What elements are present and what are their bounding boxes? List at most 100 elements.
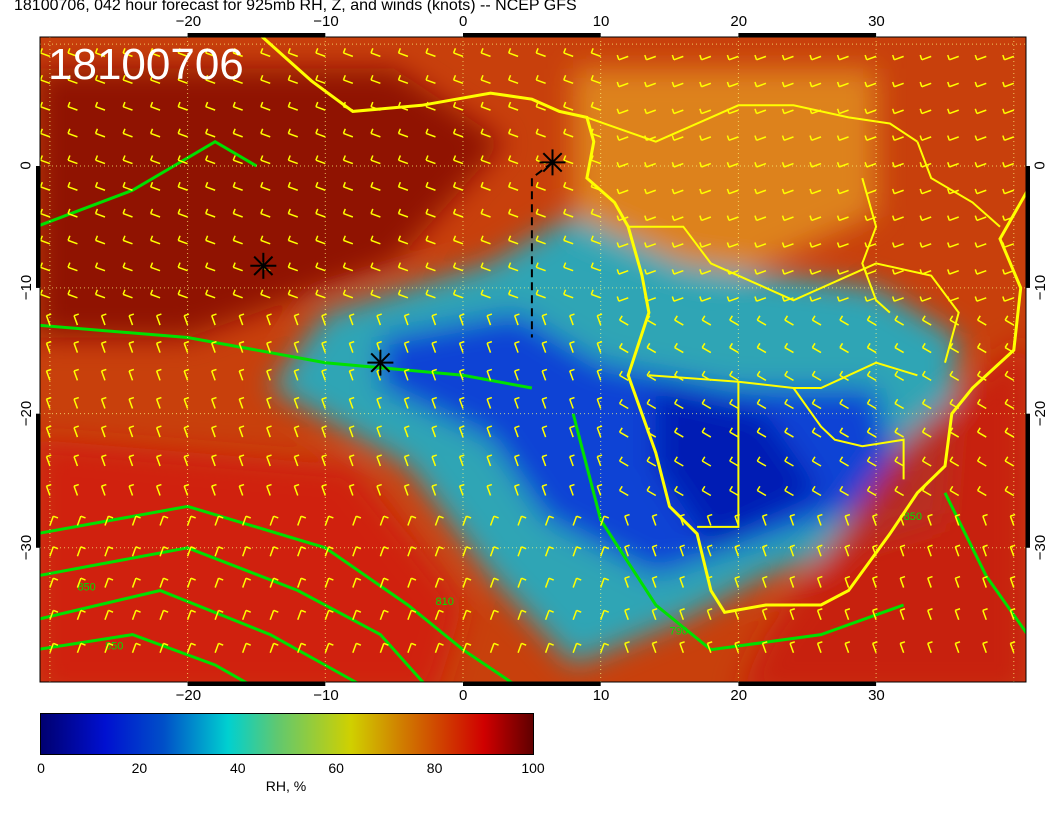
wind-barb [949, 485, 960, 497]
wind-barb [894, 370, 905, 382]
wind-barb [40, 262, 51, 272]
wind-barb [480, 155, 491, 165]
wind-barb [67, 128, 78, 138]
wind-barb [155, 483, 162, 496]
wind-barb [954, 641, 961, 654]
wind-barb [921, 315, 932, 326]
wind-barb [976, 485, 987, 497]
wind-barb [816, 513, 823, 526]
wind-barb [811, 342, 822, 354]
wind-barb [211, 313, 217, 326]
height-contour [40, 139, 258, 227]
wind-barb [646, 485, 657, 497]
wind-barb [370, 289, 381, 299]
wind-barb [297, 546, 307, 557]
axis-tick-label: −20 [175, 13, 202, 30]
wind-barb [927, 513, 933, 526]
wind-barb [563, 74, 574, 85]
wind-barb [486, 340, 493, 353]
wind-barb [699, 242, 712, 248]
wind-barb [40, 74, 51, 85]
wind-barb [569, 425, 575, 438]
frame-scale-bar [738, 33, 877, 37]
wind-barb [1009, 575, 1016, 588]
wind-barb [397, 74, 409, 85]
wind-barb [982, 641, 988, 654]
wind-barb [177, 235, 188, 245]
wind-barb [754, 54, 767, 61]
wind-barb [535, 289, 546, 299]
wind-barb [342, 48, 354, 58]
wind-barb [974, 188, 987, 195]
wind-barb [76, 609, 86, 620]
axis-tick-label: −10 [313, 13, 339, 30]
wind-barb [891, 162, 904, 168]
wind-barb [1002, 54, 1015, 61]
wind-barb [761, 513, 768, 526]
wind-barb [94, 235, 106, 245]
wind-barb [131, 609, 141, 620]
wind-barb [927, 575, 933, 588]
frame-scale-bar [187, 33, 326, 37]
wind-barb [1002, 81, 1015, 88]
wind-barb [899, 575, 906, 588]
wind-barb [974, 54, 987, 61]
wind-barb [947, 215, 959, 222]
wind-barb [699, 135, 712, 142]
wind-barb [205, 48, 216, 58]
wind-barb [544, 642, 554, 654]
wind-barb [563, 262, 574, 272]
wind-barb [458, 454, 465, 467]
wind-barb [706, 608, 713, 620]
axis-tick-label: −20 [18, 400, 36, 426]
wind-barb [761, 575, 768, 588]
wind-barb [891, 188, 904, 195]
wind-barb [155, 396, 162, 409]
wind-barb [183, 396, 190, 409]
wind-barb [238, 425, 245, 438]
wind-barb [315, 48, 326, 58]
wind-barb [324, 515, 334, 526]
wind-barb [379, 642, 389, 654]
wind-barb [486, 454, 493, 467]
wind-barb [563, 128, 574, 138]
wind-barb [397, 262, 409, 272]
wind-barb [646, 342, 657, 354]
wind-barb [706, 513, 713, 526]
wind-barb [781, 242, 794, 248]
date-label: 18100706 [48, 40, 244, 89]
wind-barb [563, 155, 574, 165]
wind-barb [315, 155, 326, 165]
wind-barb [706, 575, 713, 588]
wind-barb [122, 74, 133, 85]
wind-barb [789, 608, 796, 620]
wind-barb [789, 513, 796, 526]
wind-barb [729, 315, 739, 326]
wind-barb [452, 128, 464, 138]
wind-barb [899, 641, 906, 654]
wind-barb [73, 313, 80, 326]
axis-tick-label: −10 [313, 687, 339, 704]
wind-barb [754, 188, 767, 195]
wind-barb [644, 242, 657, 248]
wind-barb [486, 396, 493, 409]
height-contour [943, 492, 1026, 635]
wind-barb [376, 396, 382, 409]
wind-barb [370, 208, 381, 218]
wind-barb [324, 577, 334, 588]
wind-barb [149, 128, 161, 138]
wind-barb [616, 296, 629, 302]
wind-barb [919, 81, 932, 88]
wind-barb [238, 396, 245, 409]
wind-barb [844, 544, 851, 557]
wind-barb [128, 425, 135, 438]
wind-barb [403, 454, 410, 467]
wind-barb [370, 181, 381, 191]
wind-barb [480, 128, 491, 138]
country-border [586, 104, 918, 143]
wind-barb [784, 427, 794, 438]
moist-region-orange [573, 68, 877, 288]
wind-barb [100, 368, 107, 381]
wind-barb [241, 642, 252, 654]
wind-barb [155, 454, 162, 467]
